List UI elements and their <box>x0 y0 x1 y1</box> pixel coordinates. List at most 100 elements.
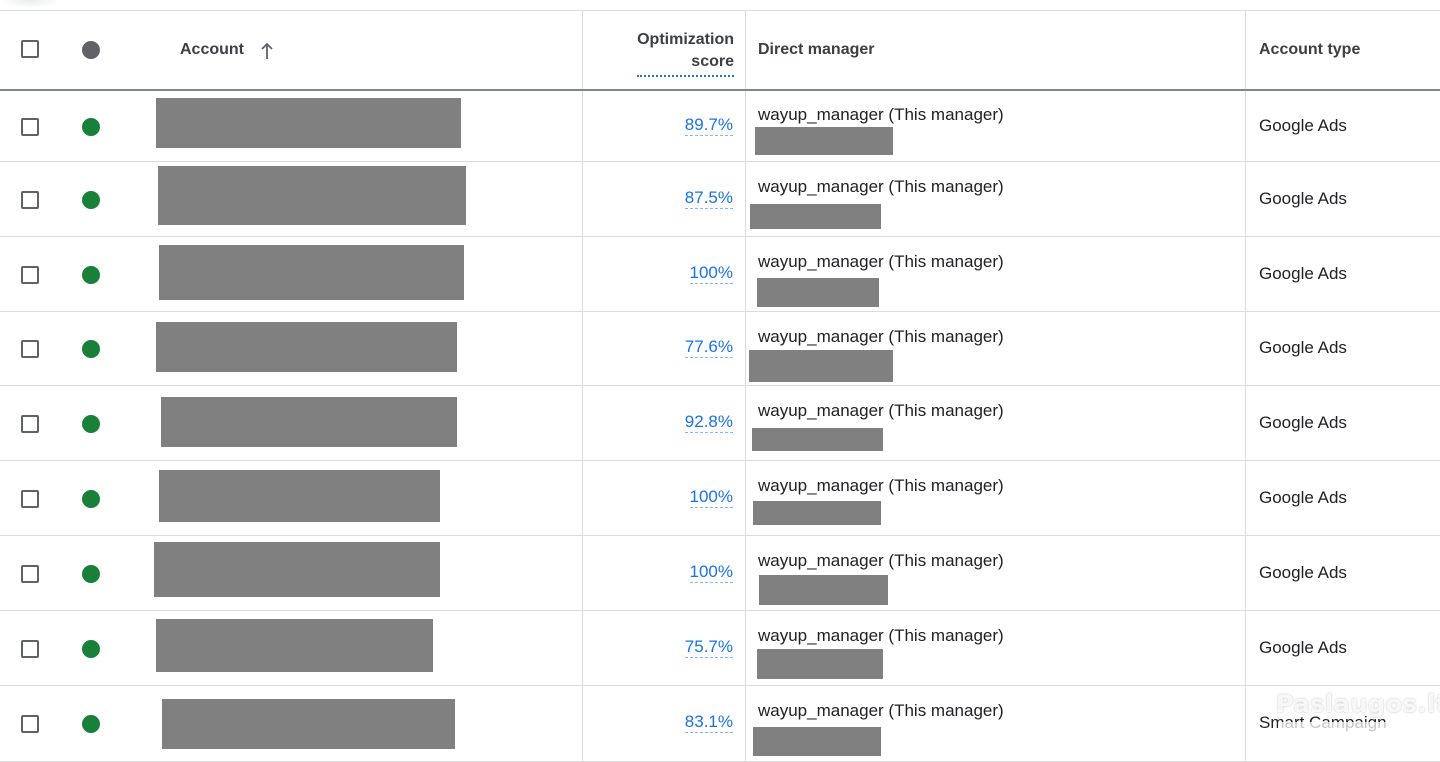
type-cell <box>1245 686 1440 761</box>
optimization-score-link[interactable]: 92.8% <box>684 411 733 433</box>
row-checkbox[interactable] <box>21 414 39 433</box>
type-cell <box>1245 461 1440 535</box>
account-name-redacted[interactable] <box>162 699 455 749</box>
score-cell <box>582 536 746 610</box>
select-all-checkbox[interactable] <box>21 40 39 58</box>
account-name-redacted[interactable] <box>156 619 433 672</box>
row-checkbox[interactable] <box>21 190 39 209</box>
row-checkbox[interactable] <box>21 340 39 358</box>
status-enabled-dot-icon[interactable] <box>82 340 100 358</box>
direct-manager-text: wayup_manager (This manager) <box>758 551 1004 570</box>
score-cell <box>582 237 746 311</box>
sort-ascending-arrow-icon[interactable] <box>260 42 274 60</box>
row-checkbox[interactable] <box>21 117 39 136</box>
status-enabled-dot-icon[interactable] <box>82 190 100 209</box>
table-row: 83.1%wayup_manager (This manager)Smart C… <box>0 686 1440 762</box>
table-row: 100% wayup_manager (This manager) Google A… <box>0 536 1440 611</box>
row-checkbox[interactable] <box>21 564 39 583</box>
status-enabled-dot-icon[interactable] <box>82 715 100 733</box>
watermark: Paslaugos.lt <box>1276 690 1440 718</box>
manager-id-redacted <box>757 278 879 307</box>
account-header[interactable]: Account <box>180 41 244 58</box>
direct-manager-header[interactable]: Direct manager <box>758 41 875 58</box>
manager-id-redacted <box>759 575 888 605</box>
optimization-score-link[interactable]: 100% <box>689 561 733 583</box>
status-header-dot-icon[interactable] <box>82 41 100 59</box>
optimization-score-link[interactable]: 77.6% <box>684 337 733 358</box>
manager-id-redacted <box>753 727 881 756</box>
type-cell <box>1245 91 1440 161</box>
manager-cell <box>745 386 1246 460</box>
score-cell <box>582 686 746 761</box>
table-row: 89.7% wayup_manager (This manager) Google … <box>0 91 1440 162</box>
status-enabled-dot-icon[interactable] <box>82 639 100 658</box>
score-cell <box>582 386 746 460</box>
optimization-score-link[interactable]: 89.7% <box>684 114 733 136</box>
account-name-redacted[interactable] <box>159 470 440 522</box>
manager-id-redacted <box>757 649 883 679</box>
status-enabled-dot-icon[interactable] <box>82 414 100 433</box>
manager-id-redacted <box>749 350 893 382</box>
manager-cell <box>745 611 1246 685</box>
account-type-header[interactable]: Account type <box>1259 41 1361 58</box>
row-checkbox[interactable] <box>21 715 39 733</box>
type-cell <box>1245 162 1440 236</box>
score-cell <box>582 91 746 161</box>
manager-cell <box>745 162 1246 236</box>
watermark-subline <box>1278 722 1412 734</box>
type-cell <box>1245 536 1440 610</box>
type-cell <box>1245 312 1440 385</box>
direct-manager-text: wayup_manager (This manager) <box>758 476 1004 495</box>
header-score-cell: Optimization score <box>582 11 746 89</box>
score-cell <box>582 312 746 385</box>
table-header-row: Optimization score Account Direct manage… <box>0 10 1440 91</box>
direct-manager-text: wayup_manager (This manager) <box>758 626 1004 645</box>
account-name-redacted[interactable] <box>156 98 461 148</box>
account-type-text: Google Ads <box>1259 637 1347 657</box>
account-type-text: Google Ads <box>1259 115 1347 135</box>
row-checkbox[interactable] <box>21 639 39 658</box>
optimization-score-link[interactable]: 87.5% <box>684 187 733 209</box>
account-name-redacted[interactable] <box>154 542 440 597</box>
account-name-redacted[interactable] <box>159 245 464 300</box>
header-type-cell <box>1245 11 1440 89</box>
direct-manager-text: wayup_manager (This manager) <box>758 252 1004 271</box>
table-row: 100% wayup_manager (This manager) Google A… <box>0 237 1440 312</box>
optimization-score-link[interactable]: 83.1% <box>684 712 733 733</box>
optimization-score-header[interactable]: Optimization score <box>637 29 734 77</box>
manager-id-redacted <box>750 204 881 229</box>
table-row: 87.5% wayup_manager (This manager) Google … <box>0 162 1440 237</box>
manager-id-redacted <box>752 428 883 451</box>
direct-manager-text: wayup_manager (This manager) <box>758 327 1004 346</box>
account-type-text: Google Ads <box>1259 562 1347 582</box>
account-name-redacted[interactable] <box>156 322 457 372</box>
status-enabled-dot-icon[interactable] <box>82 564 100 583</box>
header-manager-cell <box>745 11 1246 89</box>
score-cell <box>582 162 746 236</box>
type-cell <box>1245 386 1440 460</box>
manager-id-redacted <box>753 501 881 525</box>
account-name-redacted[interactable] <box>161 397 457 447</box>
status-enabled-dot-icon[interactable] <box>82 489 100 508</box>
score-cell <box>582 611 746 685</box>
optimization-score-link[interactable]: 100% <box>689 262 733 284</box>
direct-manager-text: wayup_manager (This manager) <box>758 105 1004 124</box>
table-row: 75.7% wayup_manager (This manager) Google … <box>0 611 1440 686</box>
manager-cell <box>745 91 1246 161</box>
score-header-line2: score <box>691 53 734 70</box>
type-cell <box>1245 611 1440 685</box>
optimization-score-link[interactable]: 100% <box>689 486 733 508</box>
row-checkbox[interactable] <box>21 265 39 284</box>
status-enabled-dot-icon[interactable] <box>82 117 100 136</box>
score-cell <box>582 461 746 535</box>
type-cell <box>1245 237 1440 311</box>
account-name-redacted[interactable] <box>158 166 466 225</box>
status-enabled-dot-icon[interactable] <box>82 265 100 284</box>
manager-cell <box>745 536 1246 610</box>
account-type-text: Google Ads <box>1259 487 1347 507</box>
account-type-text: Google Ads <box>1259 263 1347 283</box>
table-row: 92.8% wayup_manager (This manager) Google … <box>0 386 1440 461</box>
optimization-score-link[interactable]: 75.7% <box>684 636 733 658</box>
row-checkbox[interactable] <box>21 489 39 508</box>
